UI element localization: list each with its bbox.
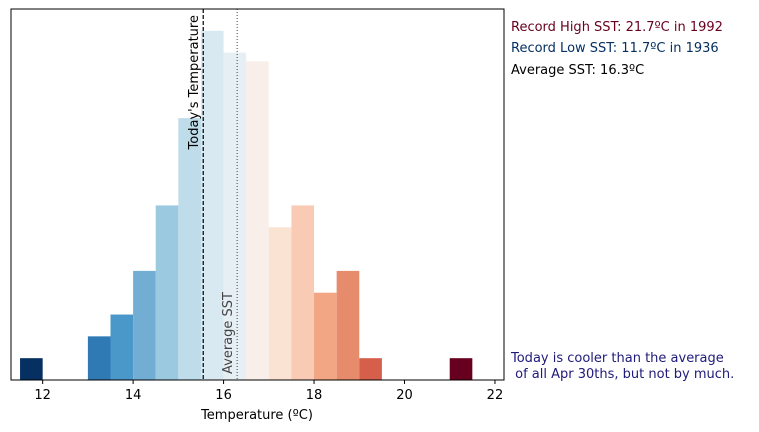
record-low-label: Record Low SST: 11.7ºC in 1936 bbox=[511, 41, 719, 56]
histogram-bar-0 bbox=[20, 358, 43, 380]
histogram-bars bbox=[20, 30, 473, 381]
histogram-bar-8 bbox=[246, 61, 269, 381]
x-tick-label-16: 16 bbox=[215, 388, 232, 403]
histogram-bar-5 bbox=[178, 118, 201, 380]
histogram-bar-2 bbox=[110, 314, 134, 380]
histogram-bar-13 bbox=[359, 358, 382, 380]
average-sst-line-label: Average SST bbox=[221, 292, 236, 374]
x-axis-label: Temperature (ºC) bbox=[200, 408, 313, 423]
histogram-bar-4 bbox=[155, 205, 179, 380]
x-tick-label-12: 12 bbox=[34, 388, 51, 403]
x-axis-ticks: 12 14 16 18 20 22 bbox=[34, 380, 503, 403]
histogram-bar-7 bbox=[223, 52, 247, 380]
today-temperature-line-label: Today's Temperature bbox=[187, 15, 202, 150]
reference-lines: Today's Temperature Average SST bbox=[187, 9, 238, 380]
plot-frame bbox=[10, 8, 505, 381]
comparison-verdict: Today is cooler than the average of all … bbox=[511, 351, 735, 382]
histogram-bar-9 bbox=[268, 227, 292, 380]
histogram-bar-10 bbox=[291, 205, 315, 380]
histogram-bar-1 bbox=[87, 336, 111, 380]
histogram-bar-3 bbox=[133, 270, 156, 380]
histogram-bar-11 bbox=[314, 292, 337, 380]
x-tick-label-14: 14 bbox=[125, 388, 142, 403]
histogram-bar-12 bbox=[336, 270, 360, 380]
x-tick-label-22: 22 bbox=[487, 388, 504, 403]
x-tick-label-18: 18 bbox=[306, 388, 323, 403]
record-high-label: Record High SST: 21.7ºC in 1992 bbox=[511, 20, 723, 35]
x-tick-label-20: 20 bbox=[396, 388, 413, 403]
average-sst-label: Average SST: 16.3ºC bbox=[511, 63, 645, 78]
histogram-bar-6 bbox=[200, 30, 224, 381]
histogram-bar-14 bbox=[449, 358, 473, 380]
